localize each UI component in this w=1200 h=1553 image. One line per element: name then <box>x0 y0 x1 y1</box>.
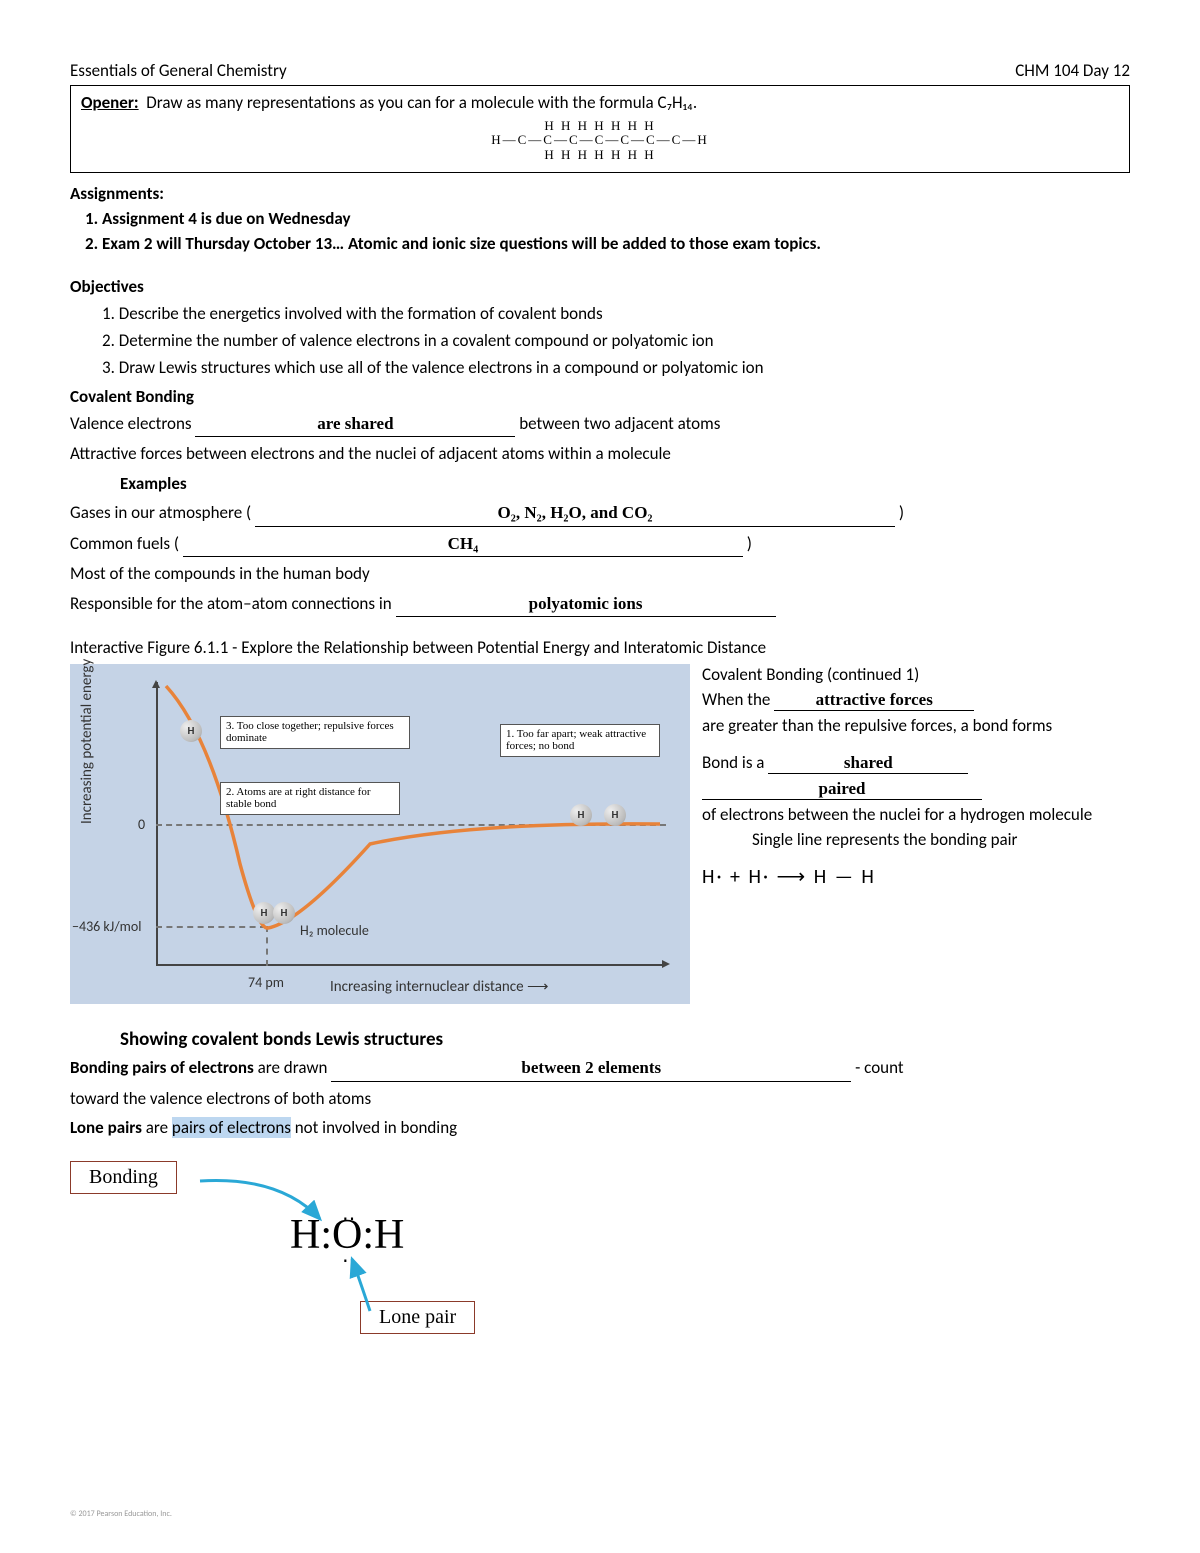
energy-curve-icon <box>70 664 690 1004</box>
bond-equation: H· + H· ⟶ H — H <box>702 864 1130 889</box>
most-line: Most of the compounds in the human body <box>70 561 1130 587</box>
bond-fill-1: shared <box>768 753 968 774</box>
valence-pre: Valence electrons <box>70 413 195 434</box>
header-right: CHM 104 Day 12 <box>1015 60 1130 81</box>
bond-length-label: 74 pm <box>248 974 284 991</box>
objectives-list: 1. Describe the energetics involved with… <box>102 303 1130 378</box>
graph-note-1: 1. Too far apart; weak attractive forces… <box>500 724 660 756</box>
lewis-heading: Showing covalent bonds Lewis structures <box>120 1028 1130 1051</box>
zero-label: 0 <box>138 816 145 833</box>
x-axis-label: Increasing internuclear distance ⟶ <box>330 977 549 996</box>
fuels-fill: CH₄ <box>183 531 743 558</box>
y-axis-label: Increasing potential energy <box>78 659 96 824</box>
fuels-post: ) <box>747 533 752 554</box>
graph-note-3: 3. Too close together; repulsive forces … <box>220 716 410 748</box>
h2-label: H₂ molecule <box>300 922 369 939</box>
gases-pre: Gases in our atmosphere ( <box>70 502 255 523</box>
potential-energy-graph: H H H H H 3. Too close together; repulsi… <box>70 664 690 1004</box>
bond-fill-2: paired <box>702 779 982 800</box>
gases-fill: O₂, N₂, H₂O, and CO₂ <box>255 500 895 527</box>
objective-item: 1. Describe the energetics involved with… <box>102 303 1130 324</box>
assignments-heading: Assignments: <box>70 183 1130 204</box>
assignment-item: Exam 2 will Thursday October 13… Atomic … <box>102 233 1130 254</box>
graph-note-2: 2. Atoms are at right distance for stabl… <box>220 782 400 814</box>
opener-formula: C₇H₁₄. <box>658 92 698 113</box>
resp-fill: polyatomic ions <box>396 591 776 618</box>
when-fill: attractive forces <box>774 690 974 711</box>
fuels-pre: Common fuels ( <box>70 533 183 554</box>
attractive-line: Attractive forces between electrons and … <box>70 441 1130 467</box>
objective-item: 2. Determine the number of valence elect… <box>102 330 1130 351</box>
covalent-heading: Covalent Bonding <box>70 386 1130 407</box>
opener-box: Opener: Draw as many representations as … <box>70 85 1130 173</box>
lewis-diagram: Bonding H:O:H ‥ ‥ Lone pair <box>70 1151 1130 1371</box>
bonding-pairs-fill: between 2 elements <box>331 1055 851 1082</box>
opener-text: Draw as many representations as you can … <box>146 92 657 113</box>
covalent-continued: Covalent Bonding (continued 1) When the … <box>702 664 1130 1004</box>
objectives-heading: Objectives <box>70 276 1130 297</box>
assignment-item: Assignment 4 is due on Wednesday <box>102 208 1130 229</box>
copyright-text: © 2017 Pearson Education, Inc. <box>70 1509 172 1519</box>
figure-title: Interactive Figure 6.1.1 - Explore the R… <box>70 637 1130 658</box>
valence-fill: are shared <box>195 411 515 438</box>
resp-pre: Responsible for the atom–atom connection… <box>70 593 396 614</box>
opener-label: Opener: <box>81 92 139 113</box>
cont-heading: Covalent Bonding (continued 1) <box>702 664 1130 685</box>
valence-post: between two adjacent atoms <box>519 413 720 434</box>
objective-item: 3. Draw Lewis structures which use all o… <box>102 357 1130 378</box>
gases-post: ) <box>899 502 904 523</box>
examples-heading: Examples <box>120 473 187 494</box>
diagram-arrows-icon <box>70 1151 570 1371</box>
assignments-list: Assignment 4 is due on Wednesday Exam 2 … <box>102 208 1130 254</box>
bond-energy-label: −436 kJ/mol <box>72 918 141 935</box>
header-left: Essentials of General Chemistry <box>70 60 287 81</box>
opener-drawing: H H H H H H H H—C—C—C—C—C—C—C—H H H H H … <box>81 119 1119 162</box>
highlight-text: pairs of electrons <box>172 1117 291 1138</box>
